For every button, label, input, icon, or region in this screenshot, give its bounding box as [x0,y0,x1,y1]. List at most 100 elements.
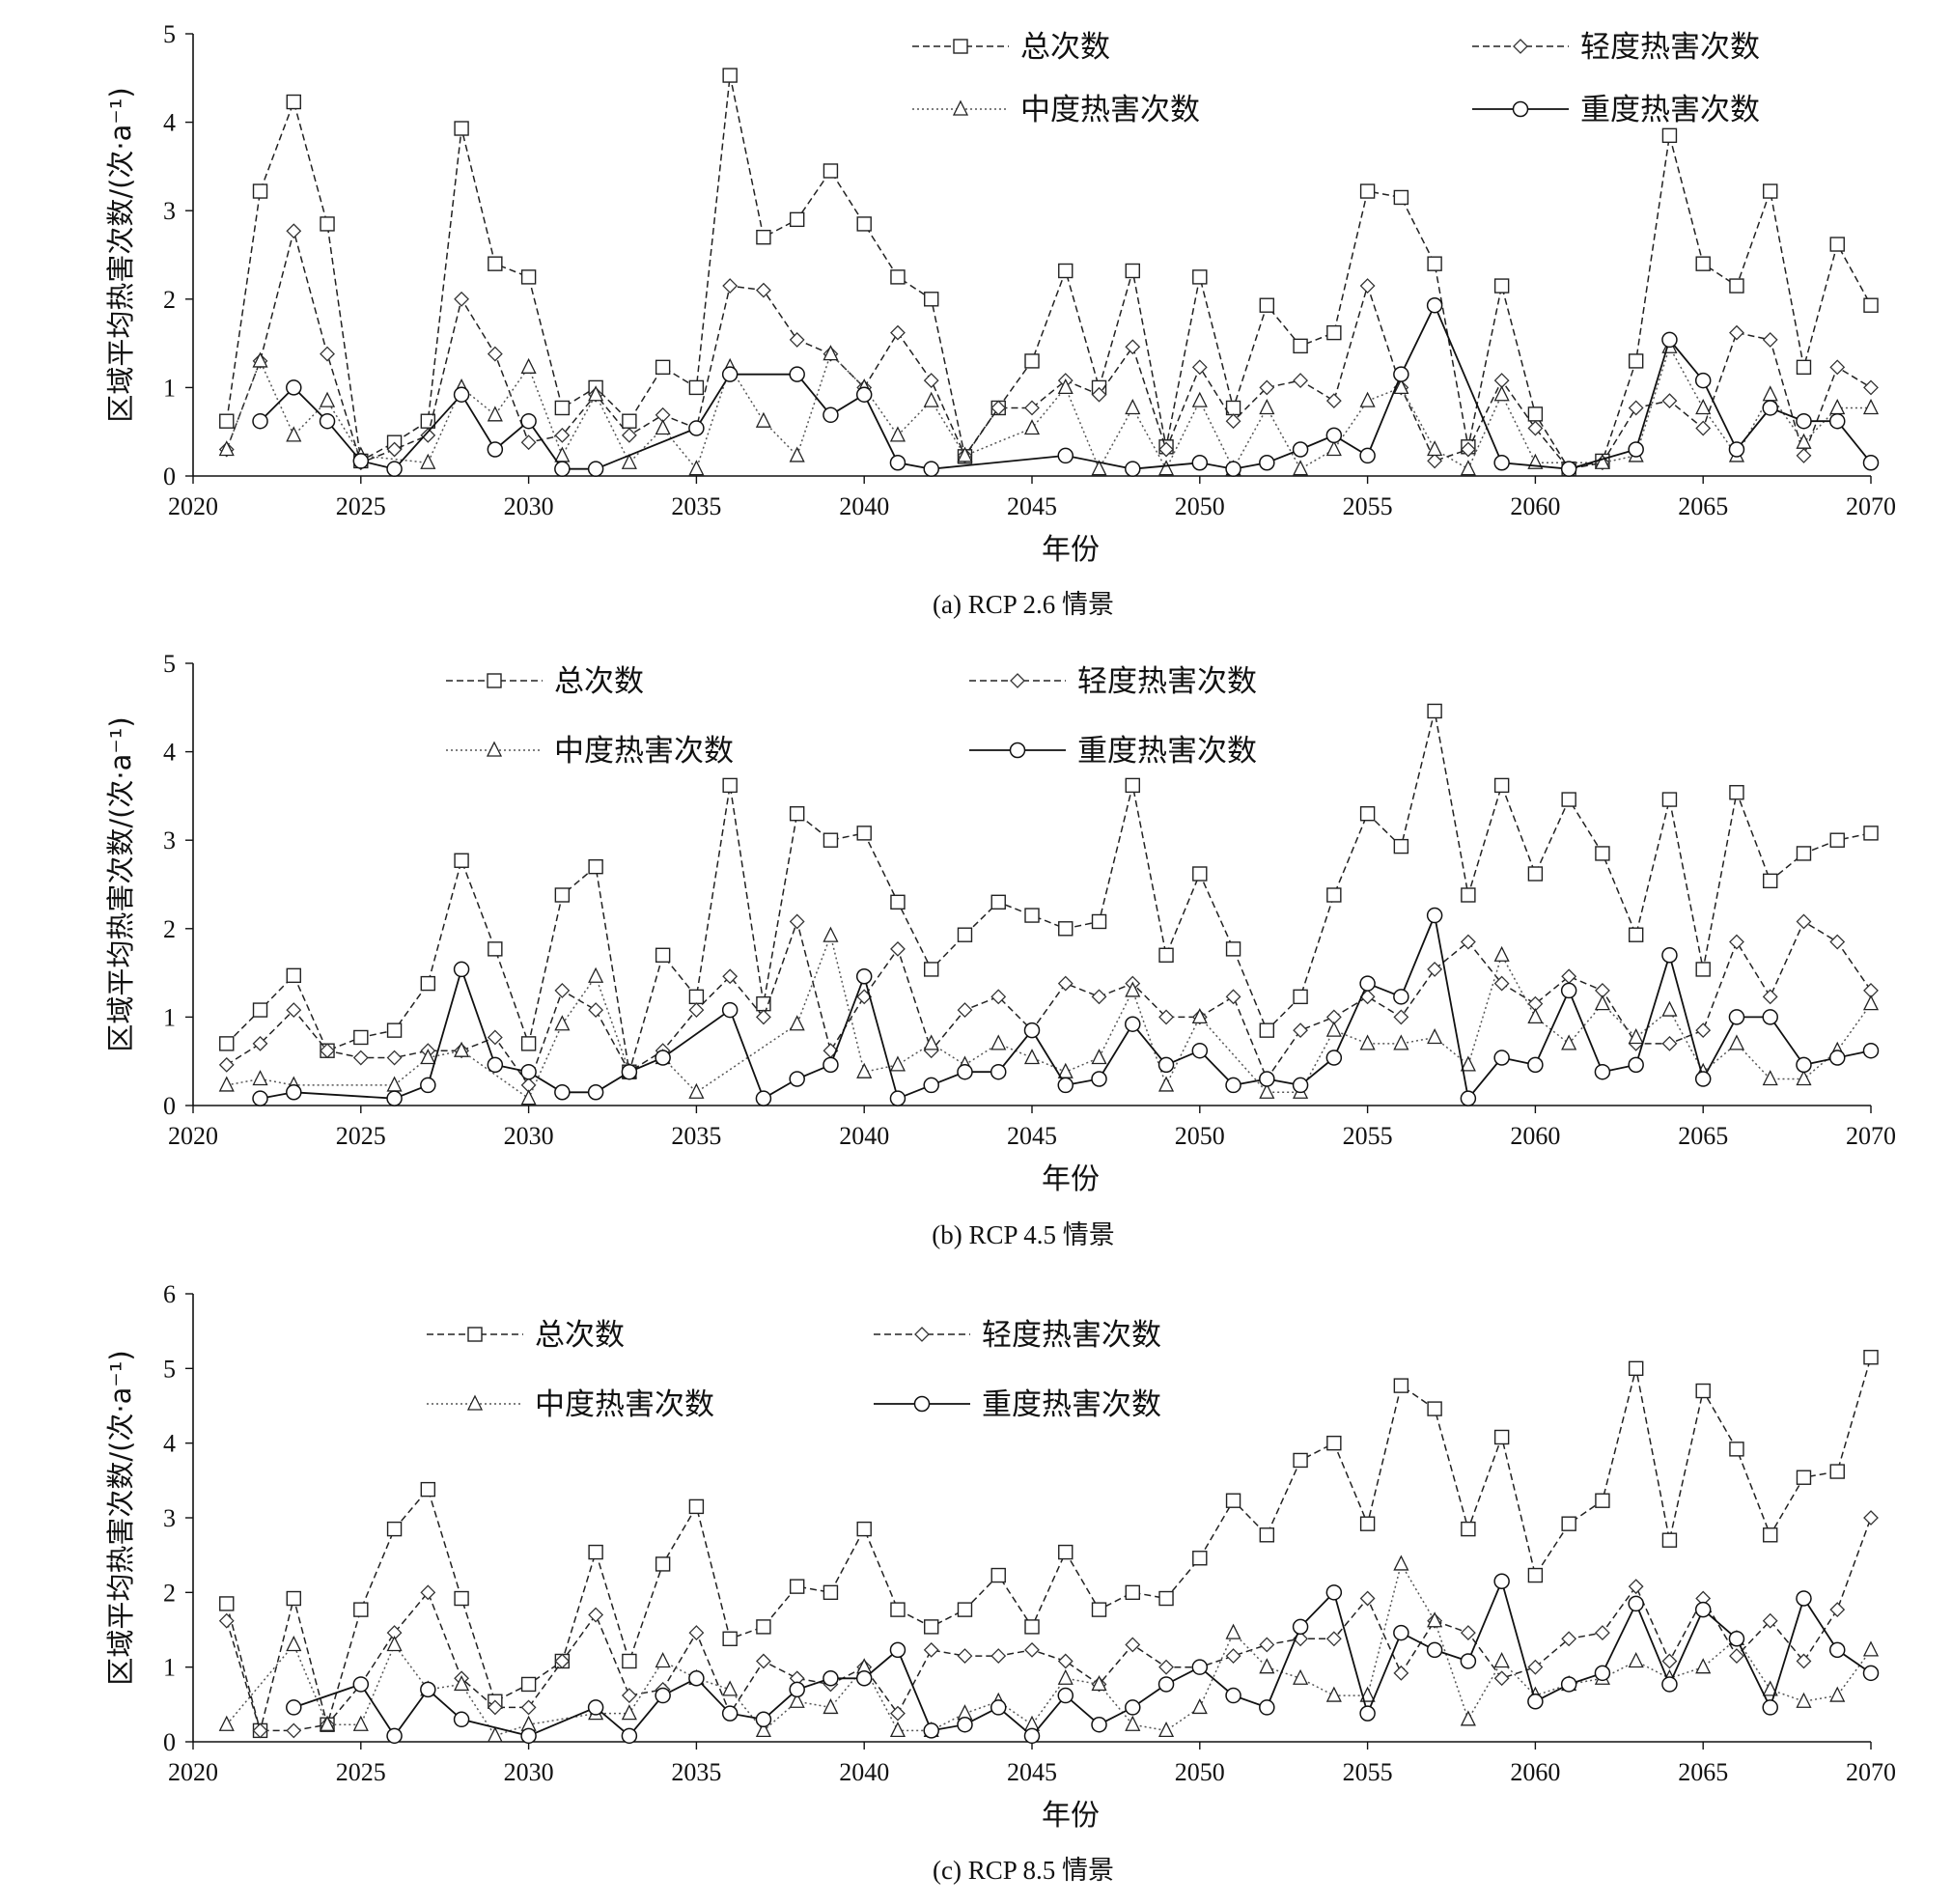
data-point-moderate [520,357,537,374]
legend-item-moderate: 中度热害次数 [912,93,1200,127]
data-point-total [219,1036,235,1051]
data-point-total [1225,941,1241,957]
data-point-total [1493,278,1510,294]
data-point-severe [823,1056,839,1074]
legend-label-moderate: 中度热害次数 [535,1387,714,1422]
x-tick-label: 2035 [671,1122,721,1150]
data-point-moderate [889,426,906,442]
data-point-moderate [655,1652,671,1668]
data-point-severe [1057,1077,1074,1094]
data-point-total [1024,353,1040,369]
data-point-mild [1863,1510,1879,1526]
data-point-severe [453,386,470,403]
series-line-severe [260,911,1872,1101]
y-tick-label: 4 [163,1430,176,1458]
data-point-total [1158,1590,1174,1607]
data-point-moderate [1191,1697,1208,1715]
data-point-mild [554,983,571,998]
x-tick-label: 2065 [1678,492,1728,520]
data-point-moderate [1594,453,1610,469]
data-point-total [1192,269,1208,285]
y-tick-label: 0 [163,1728,176,1756]
data-point-total [1326,324,1342,341]
data-point-moderate [789,446,805,462]
data-point-total [488,941,503,957]
data-point-total [1595,1493,1610,1508]
data-point-mild [1829,359,1846,376]
data-point-moderate [1829,399,1846,415]
data-point-moderate [1191,1007,1208,1024]
series-line-total [226,74,1872,470]
legend-item-total: 总次数 [446,664,644,699]
data-point-mild [621,1688,637,1703]
data-point-total [320,216,335,232]
data-point-mild [1628,1579,1644,1595]
data-point-severe [1796,1056,1812,1074]
data-point-moderate [1191,391,1208,407]
x-tick-label: 2035 [671,492,721,520]
data-point-severe [1359,1705,1376,1722]
data-point-severe [1057,447,1074,464]
data-point-total [688,1498,705,1515]
data-point-moderate [1862,1640,1880,1657]
data-point-total [554,887,571,903]
data-point-mild [487,1029,503,1046]
data-point-mild [890,1705,906,1722]
data-point-mild [454,291,469,307]
data-point-total [1863,826,1879,841]
data-point-mild [1661,393,1678,409]
y-axis-title: 区域平均热害次数/(次·a⁻¹) [104,87,137,422]
data-point-severe [889,1090,906,1106]
x-tick-label: 2030 [504,1758,554,1786]
data-point-total [1829,237,1845,252]
data-point-moderate [1325,1686,1342,1702]
data-point-severe [1594,1665,1611,1682]
data-point-mild [487,1699,503,1716]
x-tick-label: 2050 [1175,1758,1225,1786]
data-point-total [353,1602,369,1617]
data-point-total [588,858,603,875]
data-point-total [1628,927,1644,942]
data-point-mild [1359,278,1376,294]
data-point-total [1427,256,1442,271]
data-point-mild [286,1002,302,1018]
data-point-moderate [1862,994,1880,1011]
y-tick-label: 5 [163,20,176,48]
y-tick-label: 0 [163,462,176,490]
data-point-moderate [1796,433,1812,449]
data-point-moderate [520,1089,537,1106]
data-point-mild [1460,1625,1476,1641]
data-point-severe [420,1077,436,1094]
data-point-severe [1191,455,1209,471]
data-point-total [1561,792,1576,807]
data-point-severe [1862,1042,1880,1059]
data-point-severe [1157,1056,1175,1074]
data-point-mild [1158,1659,1174,1675]
data-point-total [1058,263,1074,279]
data-point-severe [1828,1050,1846,1066]
data-point-severe [889,1641,906,1659]
data-point-total [957,927,973,942]
data-point-moderate [990,1034,1007,1050]
data-point-mild [1527,420,1544,436]
data-point-moderate [1359,391,1376,407]
data-point-moderate [1493,385,1510,402]
data-point-severe [1125,1699,1141,1716]
data-point-moderate [789,1015,805,1031]
data-point-severe [520,1063,537,1080]
data-point-total [823,1584,839,1601]
data-point-moderate [823,345,839,361]
data-point-severe [1796,412,1812,430]
data-point-total [1863,1350,1879,1365]
data-point-severe [1292,1077,1309,1094]
data-point-mild [588,1607,604,1623]
chart-caption: (b) RCP 4.5 情景 [932,1220,1115,1249]
data-point-mild [386,441,403,458]
data-point-total [219,1596,235,1611]
data-point-total [1493,1429,1510,1445]
data-point-mild [1225,413,1241,430]
data-point-total [1695,1383,1711,1399]
data-point-total [1125,263,1140,279]
data-point-moderate [688,460,705,476]
